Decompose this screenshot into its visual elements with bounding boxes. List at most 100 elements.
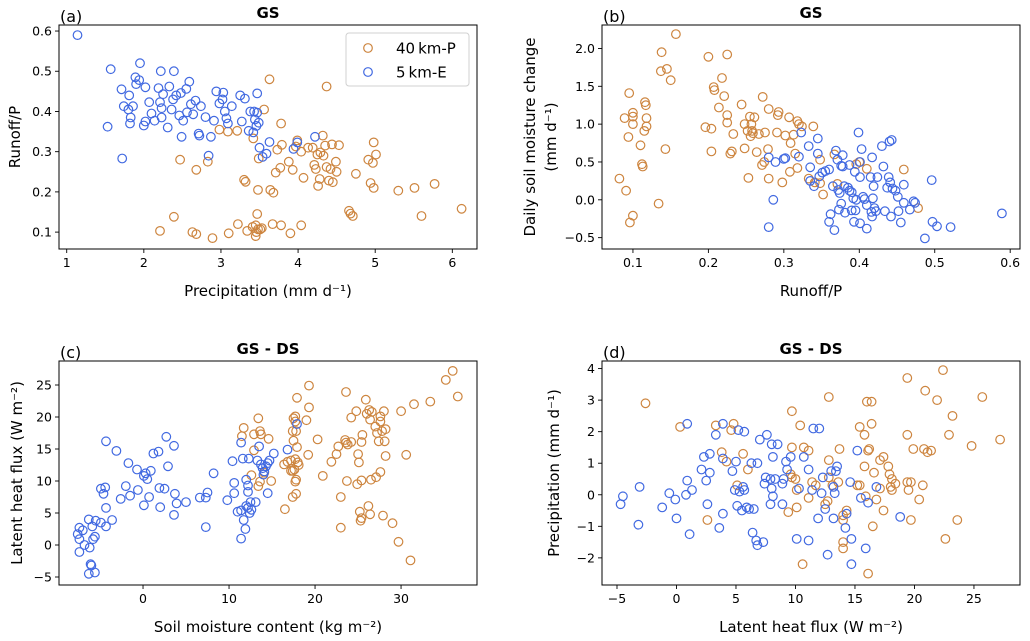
data-point-p40 xyxy=(175,154,186,165)
x-tick-label: 0.3 xyxy=(774,255,794,270)
data-point-p40 xyxy=(795,420,806,431)
chart-title: GS xyxy=(256,4,279,22)
axes-frame xyxy=(58,360,478,586)
data-point-e5 xyxy=(262,488,273,499)
data-point-e5 xyxy=(219,106,230,117)
data-point-e5 xyxy=(794,151,804,162)
data-point-e5 xyxy=(254,441,265,452)
data-point-p40 xyxy=(739,143,750,154)
data-point-p40 xyxy=(926,445,936,456)
data-point-p40 xyxy=(702,515,713,525)
data-point-p40 xyxy=(378,510,388,521)
data-point-e5 xyxy=(100,482,111,493)
data-point-e5 xyxy=(248,127,259,138)
data-point-e5 xyxy=(171,498,182,509)
data-point-p40 xyxy=(346,437,357,447)
data-point-p40 xyxy=(807,477,817,488)
data-point-e5 xyxy=(880,206,890,217)
data-point-e5 xyxy=(814,423,825,434)
data-point-p40 xyxy=(290,476,301,487)
data-point-p40 xyxy=(341,387,351,397)
data-point-p40 xyxy=(808,121,819,132)
data-point-p40 xyxy=(763,104,774,114)
y-tick-label: 1 xyxy=(587,456,595,471)
panel-label: (d) xyxy=(603,343,626,362)
data-point-e5 xyxy=(878,161,889,172)
y-tick-label: 25 xyxy=(36,378,52,393)
data-point-e5 xyxy=(898,197,909,208)
data-point-p40 xyxy=(320,140,331,151)
data-point-p40 xyxy=(700,122,711,133)
data-point-e5 xyxy=(681,489,691,500)
data-point-p40 xyxy=(823,472,834,483)
data-point-e5 xyxy=(310,131,320,142)
data-point-e5 xyxy=(868,193,878,204)
data-point-e5 xyxy=(241,474,252,485)
y-tick-label: 4 xyxy=(587,361,595,376)
data-point-p40 xyxy=(321,81,332,92)
data-point-p40 xyxy=(366,407,377,417)
data-point-p40 xyxy=(867,521,878,532)
data-point-p40 xyxy=(625,217,635,228)
data-point-p40 xyxy=(719,91,730,101)
data-point-e5 xyxy=(841,508,852,519)
data-point-e5 xyxy=(701,475,712,486)
data-point-p40 xyxy=(815,178,825,189)
data-point-e5 xyxy=(763,152,774,163)
data-point-e5 xyxy=(292,419,302,429)
data-point-e5 xyxy=(155,502,166,513)
points-c xyxy=(72,366,463,579)
data-point-e5 xyxy=(746,458,757,469)
data-point-p40 xyxy=(250,231,261,242)
data-point-p40 xyxy=(375,467,386,477)
data-point-e5 xyxy=(88,534,98,545)
y-tick-label: 2.0 xyxy=(575,41,595,56)
y-tick-label: −5 xyxy=(34,570,52,585)
data-point-e5 xyxy=(828,482,839,492)
data-point-p40 xyxy=(944,429,954,440)
data-point-e5 xyxy=(782,464,792,475)
axes-frame xyxy=(601,360,1021,586)
data-point-e5 xyxy=(236,437,247,448)
data-point-e5 xyxy=(144,97,155,108)
data-point-p40 xyxy=(653,198,664,209)
data-point-p40 xyxy=(743,172,754,183)
data-point-p40 xyxy=(191,164,202,175)
data-point-p40 xyxy=(823,392,834,402)
data-point-e5 xyxy=(164,81,175,92)
data-point-e5 xyxy=(190,95,201,106)
data-point-e5 xyxy=(200,522,211,532)
data-point-e5 xyxy=(236,116,247,127)
data-point-e5 xyxy=(237,453,248,464)
legend-label-p40: 40 km-P xyxy=(396,40,456,58)
y-tick-label: −1 xyxy=(577,519,595,534)
y-axis-label: Runoff/P xyxy=(6,106,24,168)
data-point-e5 xyxy=(932,221,942,232)
data-point-e5 xyxy=(101,503,111,513)
points-d xyxy=(615,365,1005,579)
series-e5 xyxy=(72,419,302,579)
data-point-e5 xyxy=(221,113,232,124)
data-point-e5 xyxy=(161,431,172,442)
data-point-p40 xyxy=(327,139,337,150)
data-point-p40 xyxy=(368,137,379,148)
chart-title: GS - DS xyxy=(779,340,842,358)
data-point-p40 xyxy=(838,537,848,547)
data-point-p40 xyxy=(706,146,717,157)
data-point-e5 xyxy=(156,103,167,114)
data-point-p40 xyxy=(447,366,458,376)
data-point-p40 xyxy=(640,100,651,111)
data-point-e5 xyxy=(849,216,859,227)
series-p40 xyxy=(155,74,467,244)
data-point-e5 xyxy=(890,185,901,196)
data-point-p40 xyxy=(859,461,870,472)
data-point-p40 xyxy=(885,482,896,492)
data-point-p40 xyxy=(763,173,774,184)
data-point-e5 xyxy=(138,500,149,511)
data-point-e5 xyxy=(727,466,738,477)
data-point-p40 xyxy=(360,394,371,405)
data-point-p40 xyxy=(416,211,427,221)
data-point-e5 xyxy=(737,505,747,516)
data-point-e5 xyxy=(250,497,261,508)
data-point-e5 xyxy=(760,472,771,483)
